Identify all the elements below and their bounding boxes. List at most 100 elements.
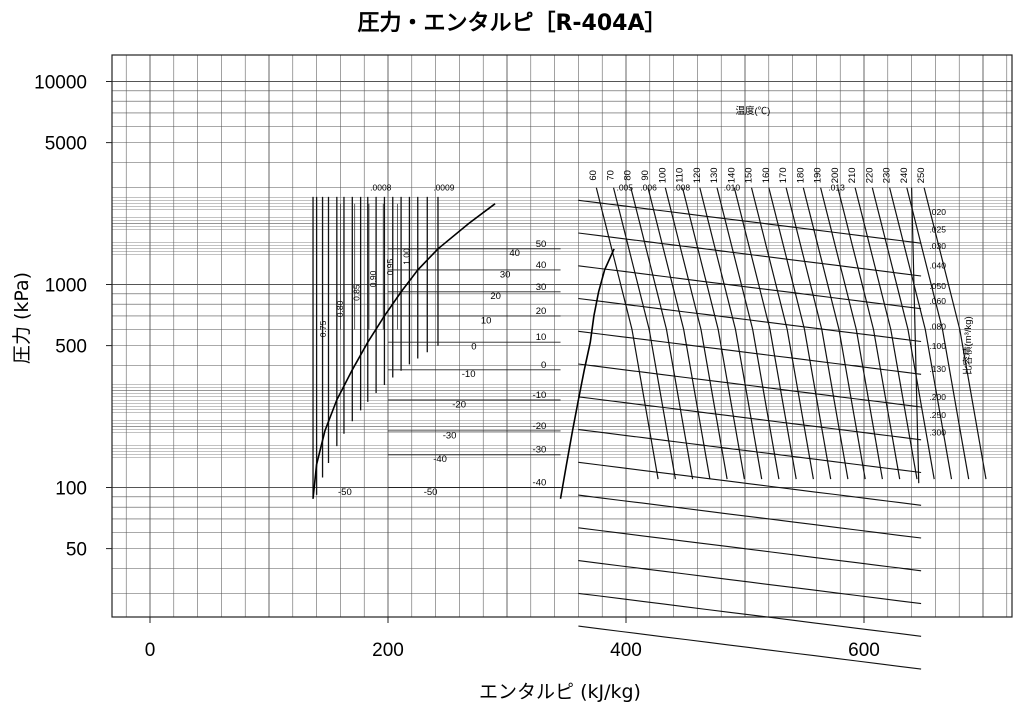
liquid-side-temp-label: -20 bbox=[452, 399, 466, 410]
chart-grid bbox=[112, 55, 1012, 617]
superheat-isotherm-line bbox=[699, 187, 763, 480]
x-tick-label: 400 bbox=[610, 640, 642, 661]
vapor-side-temp-label: 20 bbox=[536, 306, 547, 317]
superheat-isotherm-line bbox=[871, 187, 935, 480]
liquid-side-temp-label: -40 bbox=[433, 454, 447, 465]
x-axis: 0 200 400 600 bbox=[145, 617, 880, 661]
specific-volume-label: .060 bbox=[929, 296, 946, 306]
liquid-side-temp-label: -50 bbox=[424, 487, 438, 498]
quality-label: 0.80 bbox=[335, 300, 345, 317]
liquid-side-temp-label: -10 bbox=[462, 369, 476, 380]
liquid-side-temp-label: 0 bbox=[471, 342, 476, 353]
specific-volume-line bbox=[578, 494, 922, 539]
superheat-isotherm-line bbox=[733, 187, 797, 480]
chart-annotations: 温度(℃)60 70 80 90 100 110 120 130 140 150 160 170 180… bbox=[318, 105, 974, 498]
isotherm-label: 90 bbox=[640, 170, 651, 181]
specific-volume-label: .080 bbox=[929, 322, 946, 332]
isotherm-label: 100 bbox=[657, 167, 668, 183]
region-boundary-line bbox=[911, 187, 920, 484]
specific-volume-line bbox=[578, 330, 922, 375]
specific-volume-label: .050 bbox=[929, 281, 946, 291]
specific-volume-line bbox=[578, 265, 922, 310]
isotherm-label: 230 bbox=[882, 167, 893, 183]
vapor-side-temp-label: -10 bbox=[533, 390, 547, 401]
vapor-side-temp-label: -30 bbox=[533, 445, 547, 456]
liquid-side-temp-label: 30 bbox=[500, 269, 511, 280]
saturation-curves bbox=[312, 203, 615, 499]
specific-volume-label: .008 bbox=[674, 183, 691, 193]
specific-volume-line bbox=[578, 199, 922, 244]
isotherm-label: 210 bbox=[847, 167, 858, 183]
specific-volume-line bbox=[578, 625, 922, 670]
isotherm-label: 250 bbox=[916, 167, 927, 183]
y-tick-label: 100 bbox=[55, 479, 87, 500]
specific-volume-label: .130 bbox=[929, 364, 946, 374]
isotherm-label: 240 bbox=[899, 167, 910, 183]
superheat-isotherm-line bbox=[923, 187, 987, 480]
specific-volume-label: .025 bbox=[929, 225, 946, 235]
y-tick-label: 10000 bbox=[34, 73, 87, 94]
specific-volume-label: .100 bbox=[929, 341, 946, 351]
specific-volume-label: .030 bbox=[929, 241, 946, 251]
isotherm-label: 110 bbox=[675, 168, 686, 183]
vapor-side-temp-label: 0 bbox=[541, 360, 546, 371]
specific-volume-line bbox=[578, 592, 922, 637]
isotherm-label: 220 bbox=[864, 167, 875, 183]
specific-volume-axis-label: 比容積(m³/kg) bbox=[962, 316, 974, 375]
superheat-isotherm-line bbox=[664, 187, 728, 480]
x-tick-label: 200 bbox=[372, 640, 404, 661]
superheat-isotherm-line bbox=[889, 187, 953, 480]
liquid-side-temp-label: 20 bbox=[490, 291, 501, 302]
specific-volume-line bbox=[578, 560, 922, 605]
isotherm-label: 170 bbox=[778, 167, 789, 183]
superheat-isotherm-line bbox=[906, 187, 970, 480]
plot-frame bbox=[111, 54, 1013, 618]
specific-volume-line bbox=[578, 363, 922, 408]
vapor-side-temp-label: 40 bbox=[536, 260, 547, 271]
specific-volume-line bbox=[578, 396, 922, 441]
superheat-isotherm-line bbox=[820, 187, 883, 480]
liquid-side-temp-label: -50 bbox=[338, 487, 352, 498]
superheat-isotherm-line bbox=[612, 187, 676, 480]
specific-volume-label: .005 bbox=[616, 183, 633, 193]
liquid-side-temp-label: 40 bbox=[509, 248, 520, 259]
superheat-isotherm-line bbox=[750, 187, 814, 480]
saturated-liquid-line bbox=[312, 203, 496, 499]
specific-volume-line bbox=[578, 461, 922, 506]
x-axis-title: エンタルピ (kJ/kg) bbox=[479, 681, 641, 703]
superheat-isotherm-line bbox=[595, 187, 659, 480]
liquid-side-temp-label: -30 bbox=[443, 430, 457, 441]
specific-volume-label: .010 bbox=[724, 183, 741, 193]
temperature-header: 温度(℃) bbox=[735, 105, 770, 117]
superheat-isotherm-line bbox=[802, 187, 866, 480]
chart-title: 圧力・エンタルピ［R-404A］ bbox=[357, 10, 666, 36]
specific-volume-label: .013 bbox=[828, 183, 845, 193]
superheat-isotherm-line bbox=[768, 187, 832, 480]
y-tick-label: 5000 bbox=[45, 134, 87, 155]
specific-volume-label: .200 bbox=[929, 392, 946, 402]
quality-label: 0.95 bbox=[385, 258, 395, 275]
quality-label: 0.90 bbox=[368, 270, 378, 287]
superheat-isotherm-line bbox=[630, 187, 694, 480]
quality-label: 1.00 bbox=[401, 248, 411, 265]
isotherm-label: 120 bbox=[692, 167, 703, 183]
isotherm-lines bbox=[312, 187, 987, 497]
isotherm-label: 130 bbox=[709, 167, 720, 183]
quality-label: 0.75 bbox=[318, 320, 328, 337]
superheat-isotherm-line bbox=[716, 187, 780, 480]
superheat-isotherm-line bbox=[681, 187, 745, 480]
vapor-side-temp-label: -40 bbox=[533, 478, 547, 489]
liquid-side-temp-label: 10 bbox=[481, 315, 492, 326]
specific-volume-line bbox=[578, 527, 922, 572]
y-tick-label: 1000 bbox=[45, 276, 87, 297]
isotherm-label: 160 bbox=[761, 167, 772, 183]
specific-volume-label: .0009 bbox=[433, 183, 455, 193]
isotherm-label: 60 bbox=[588, 170, 599, 181]
saturated-vapor-line bbox=[559, 248, 615, 499]
specific-volume-label: .040 bbox=[929, 260, 946, 270]
superheat-isotherm-line bbox=[647, 187, 711, 480]
quality-label: 0.85 bbox=[351, 284, 361, 301]
isotherm-label: 150 bbox=[744, 167, 755, 183]
vapor-side-temp-label: 10 bbox=[536, 332, 547, 343]
